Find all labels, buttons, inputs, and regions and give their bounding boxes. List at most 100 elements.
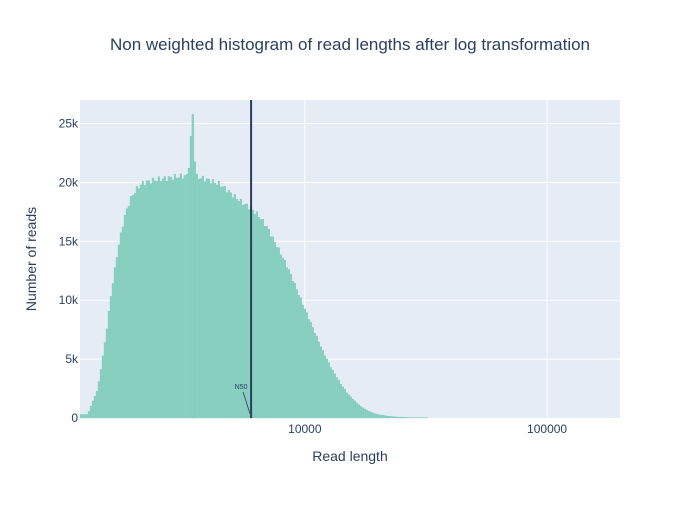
- histogram-bar: [88, 411, 90, 418]
- histogram-bar: [186, 174, 188, 418]
- histogram-bar: [262, 219, 264, 418]
- histogram-bar: [298, 295, 300, 418]
- histogram-bar: [402, 417, 404, 418]
- histogram-bar: [264, 226, 266, 418]
- histogram-bar: [404, 417, 406, 418]
- histogram-bar: [174, 174, 176, 418]
- histogram-bar: [358, 405, 360, 418]
- histogram-bar: [180, 174, 182, 418]
- histogram-bar: [320, 347, 322, 418]
- histogram-bar: [318, 342, 320, 418]
- histogram-bar: [390, 416, 392, 418]
- histogram-bar: [270, 237, 272, 418]
- histogram-bar: [196, 174, 198, 418]
- histogram-bar: [116, 257, 118, 418]
- histogram-bar: [154, 181, 156, 418]
- histogram-bar: [322, 350, 324, 418]
- histogram-bar: [134, 193, 136, 418]
- histogram-bar: [260, 219, 262, 418]
- histogram-bar: [100, 369, 102, 418]
- histogram-bar: [372, 413, 374, 418]
- histogram-bar: [280, 255, 282, 418]
- histogram-bar: [204, 182, 206, 418]
- histogram-bar: [212, 179, 214, 418]
- histogram-bar: [150, 184, 152, 418]
- histogram-bar: [106, 329, 108, 418]
- histogram-bar: [148, 181, 150, 418]
- histogram-bar: [190, 136, 192, 418]
- histogram-bar: [388, 416, 390, 418]
- histogram-bar: [208, 179, 210, 418]
- histogram-bar: [126, 209, 128, 418]
- histogram-bar: [394, 417, 396, 418]
- histogram-bar: [310, 322, 312, 418]
- histogram-bar: [216, 185, 218, 418]
- histogram-bar: [102, 356, 104, 418]
- histogram-bar: [202, 176, 204, 418]
- histogram-bar: [230, 193, 232, 418]
- histogram-bar: [188, 168, 190, 418]
- histogram-bar: [396, 417, 398, 418]
- histogram-bar: [356, 403, 358, 418]
- histogram-bar: [364, 409, 366, 418]
- histogram-bar: [112, 283, 114, 418]
- histogram-bar: [248, 210, 250, 418]
- n50-label: N50: [235, 384, 248, 391]
- histogram-bar: [268, 229, 270, 418]
- y-tick-label: 10k: [59, 293, 79, 307]
- histogram-bar: [302, 305, 304, 418]
- histogram-bar: [316, 336, 318, 418]
- y-axis-title: Number of reads: [23, 207, 39, 311]
- histogram-bar: [110, 296, 112, 418]
- histogram-bar: [122, 227, 124, 418]
- histogram-bar: [324, 356, 326, 418]
- y-tick-label: 25k: [59, 117, 79, 131]
- histogram-bar: [382, 415, 384, 418]
- histogram-bar: [252, 210, 254, 418]
- histogram-bar: [146, 181, 148, 418]
- histogram-bar: [306, 313, 308, 418]
- histogram-bar: [82, 414, 84, 418]
- histogram-bar: [256, 212, 258, 418]
- histogram-bar: [142, 181, 144, 418]
- histogram-bar: [286, 268, 288, 419]
- histogram-bar: [130, 196, 132, 418]
- histogram-bar: [344, 389, 346, 418]
- histogram-bar: [158, 177, 160, 418]
- histogram-bar: [342, 387, 344, 418]
- y-tick-label: 5k: [65, 352, 79, 366]
- histogram-bar: [354, 401, 356, 418]
- histogram-bar: [350, 397, 352, 418]
- histogram-bar: [226, 193, 228, 418]
- histogram-bar: [152, 178, 154, 418]
- histogram-bar: [338, 380, 340, 418]
- histogram-bar: [296, 290, 298, 418]
- histogram-bar: [314, 333, 316, 418]
- histogram-bar: [182, 179, 184, 418]
- histogram-bar: [94, 396, 96, 418]
- histogram-bar: [156, 181, 158, 418]
- histogram-bar: [184, 176, 186, 418]
- histogram-bar: [198, 179, 200, 418]
- histogram-bar: [384, 416, 386, 418]
- histogram-bar: [90, 406, 92, 418]
- histogram-bar: [330, 368, 332, 418]
- histogram-bar: [274, 242, 276, 418]
- histogram-bar: [332, 370, 334, 418]
- histogram-bar: [200, 179, 202, 418]
- histogram-bar: [176, 178, 178, 418]
- histogram-bar: [380, 415, 382, 418]
- histogram-bar: [400, 417, 402, 418]
- histogram-bar: [80, 414, 82, 418]
- histogram-bar: [120, 233, 122, 418]
- histogram-bar: [386, 416, 388, 418]
- histogram-bar: [144, 185, 146, 418]
- y-tick-label: 15k: [59, 234, 79, 248]
- histogram-bar: [136, 186, 138, 418]
- histogram-bar: [292, 281, 294, 418]
- histogram-bar-spike: [192, 114, 194, 418]
- histogram-bar: [328, 363, 330, 418]
- histogram-bar: [228, 190, 230, 418]
- histogram-bar: [178, 178, 180, 418]
- histogram-bar: [166, 181, 168, 418]
